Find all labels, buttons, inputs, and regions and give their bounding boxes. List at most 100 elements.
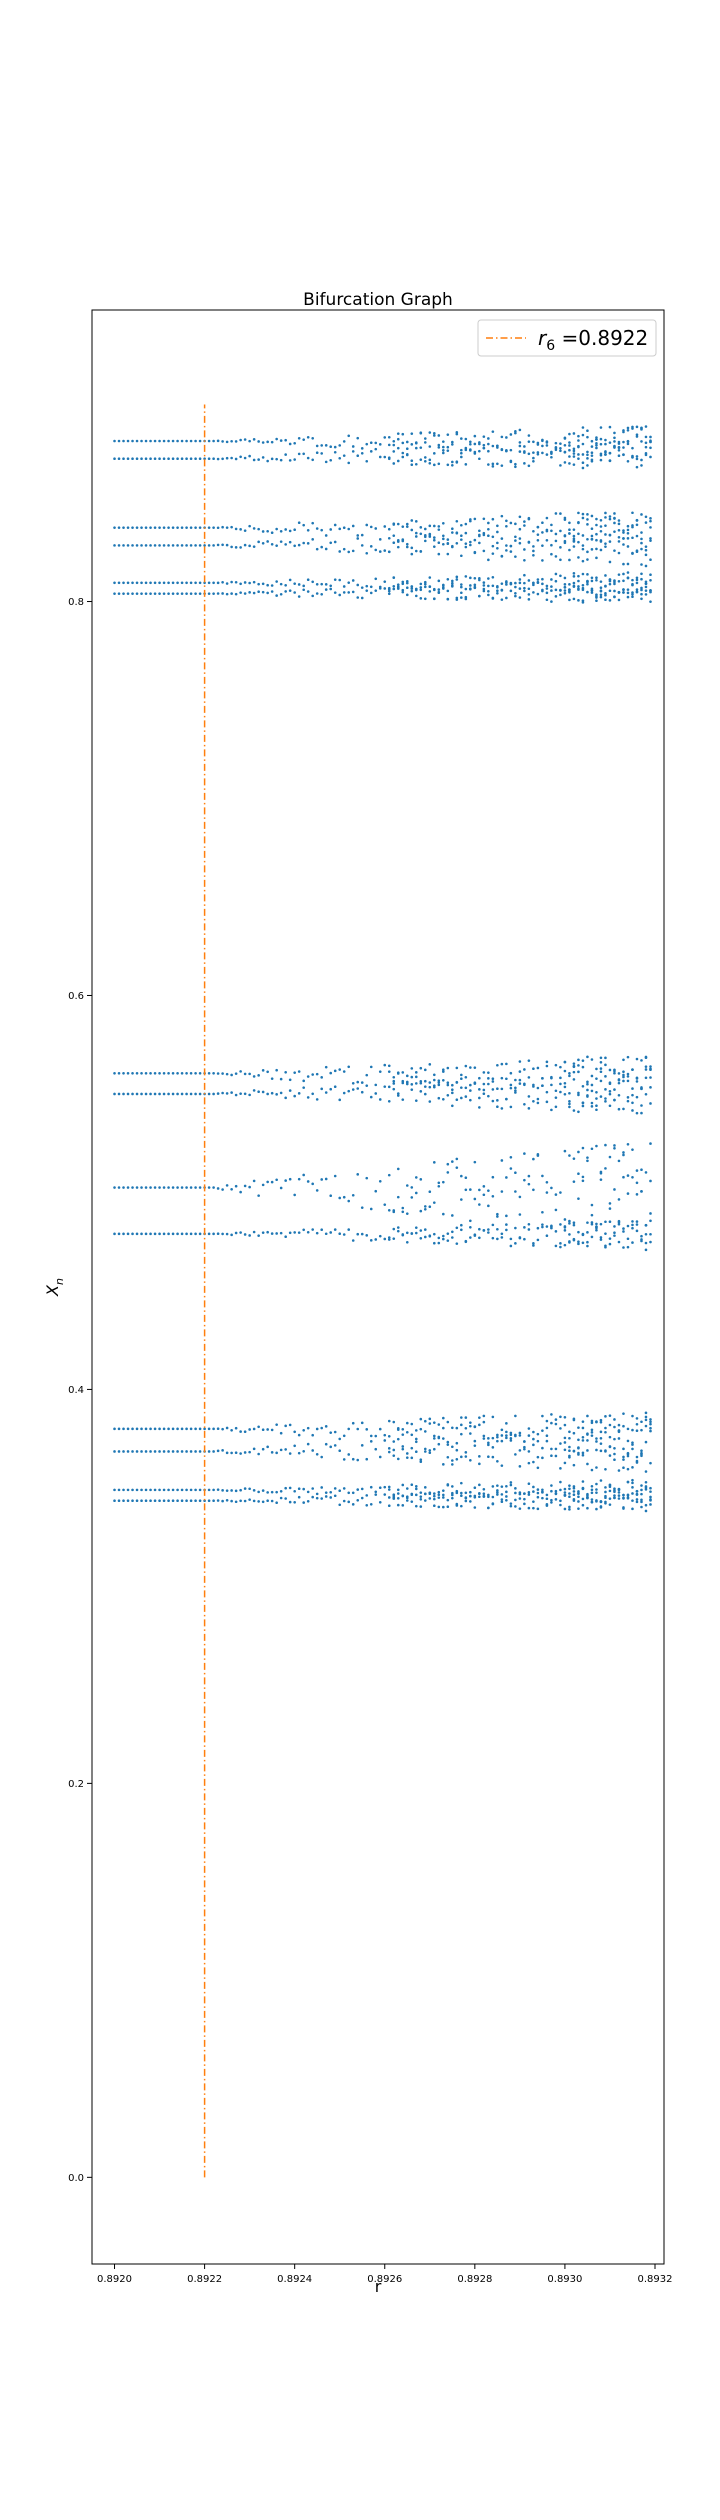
data-point: [230, 525, 233, 529]
data-point: [153, 1488, 157, 1492]
data-point: [442, 1212, 445, 1216]
data-point: [500, 1232, 504, 1236]
data-point: [572, 1485, 576, 1488]
data-point: [473, 1444, 477, 1447]
data-point: [302, 1079, 305, 1083]
data-point: [599, 595, 603, 599]
data-point: [464, 1416, 468, 1419]
data-point: [248, 1093, 251, 1097]
data-point: [451, 1463, 454, 1466]
data-point: [626, 1451, 630, 1455]
data-point: [617, 551, 621, 555]
data-point: [518, 1449, 522, 1452]
data-point: [311, 1182, 314, 1186]
data-point: [131, 1499, 134, 1503]
data-point: [180, 1488, 184, 1492]
data-point: [631, 1226, 634, 1230]
data-point: [342, 591, 346, 594]
data-point: [617, 1072, 621, 1075]
data-point: [496, 1087, 499, 1091]
data-point: [365, 1084, 369, 1087]
data-point: [446, 1455, 450, 1459]
data-point: [392, 1087, 396, 1091]
data-point: [451, 1493, 454, 1497]
data-point: [541, 1223, 544, 1226]
data-point: [613, 1098, 616, 1102]
data-point: [131, 1427, 134, 1431]
data-point: [505, 1490, 508, 1494]
data-point: [387, 1173, 391, 1177]
data-point: [581, 1065, 585, 1069]
data-point: [360, 447, 364, 450]
data-point: [387, 1099, 391, 1103]
data-point: [496, 1435, 499, 1439]
data-point: [374, 548, 378, 552]
data-point: [266, 440, 269, 444]
data-point: [595, 441, 598, 445]
data-point: [622, 1075, 625, 1079]
data-point: [581, 1101, 585, 1105]
data-point: [518, 1213, 522, 1216]
data-point: [135, 1186, 139, 1189]
data-point: [586, 537, 589, 541]
data-point: [568, 1449, 571, 1452]
data-point: [437, 588, 441, 591]
data-point: [252, 1499, 256, 1503]
data-point: [595, 1225, 598, 1228]
data-point: [225, 1426, 229, 1430]
data-point: [595, 1466, 598, 1469]
data-point: [527, 464, 531, 468]
data-point: [626, 1099, 630, 1103]
data-point: [149, 592, 152, 595]
data-point: [631, 536, 634, 540]
data-point: [514, 1091, 517, 1094]
data-point: [581, 1241, 585, 1245]
data-point: [550, 1413, 553, 1416]
data-point: [410, 1500, 414, 1503]
data-point: [396, 1457, 400, 1461]
data-point: [523, 1502, 526, 1506]
data-point: [478, 1416, 481, 1419]
data-point: [469, 1089, 472, 1092]
data-point: [410, 587, 414, 590]
data-point: [491, 430, 495, 433]
data-point: [140, 1092, 143, 1096]
data-point: [234, 1072, 238, 1075]
data-point: [595, 438, 598, 441]
data-point: [554, 1447, 558, 1451]
data-point: [622, 1246, 625, 1249]
data-point: [414, 446, 418, 450]
data-point: [532, 1430, 535, 1434]
data-point: [419, 586, 423, 589]
data-point: [297, 1177, 301, 1181]
data-point: [622, 429, 625, 432]
data-point: [590, 1491, 594, 1495]
data-point: [487, 1189, 490, 1192]
data-point: [369, 450, 373, 453]
data-point: [554, 1489, 558, 1493]
data-point: [306, 1230, 310, 1234]
data-point: [523, 1445, 526, 1449]
data-point: [423, 1092, 427, 1096]
data-point: [383, 1063, 387, 1067]
data-point: [207, 1450, 211, 1453]
data-point: [257, 1425, 260, 1429]
data-point: [176, 544, 179, 547]
data-point: [613, 1188, 616, 1191]
data-point: [608, 599, 612, 602]
data-point: [387, 1208, 391, 1212]
data-point: [496, 1459, 499, 1463]
data-point: [568, 1455, 571, 1459]
data-point: [288, 442, 292, 446]
data-point: [347, 461, 351, 465]
data-point: [626, 426, 630, 430]
data-point: [635, 576, 639, 580]
data-point: [473, 450, 477, 454]
data-point: [496, 462, 499, 466]
data-point: [396, 1195, 400, 1199]
data-point: [505, 580, 508, 583]
data-point: [617, 1423, 621, 1427]
data-point: [586, 1449, 589, 1452]
data-point: [626, 1245, 630, 1249]
data-point: [275, 1093, 278, 1096]
